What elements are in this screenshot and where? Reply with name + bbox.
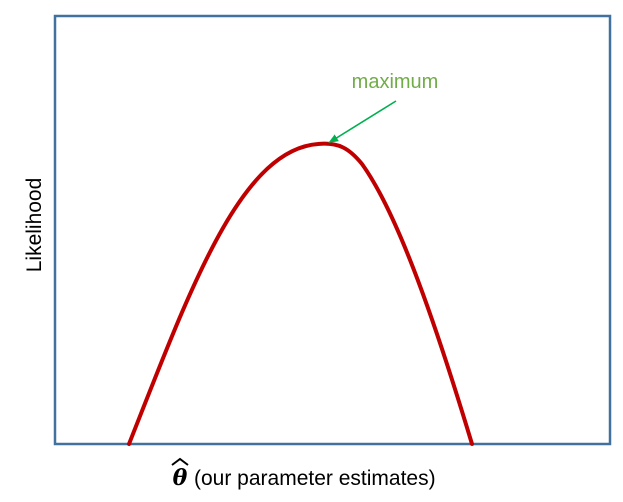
- plot-frame: [53, 14, 612, 446]
- maximum-label: maximum: [352, 71, 439, 93]
- theta-hat-symbol: θ: [173, 465, 188, 491]
- x-axis-label-text: (our parameter estimates): [194, 467, 436, 490]
- x-axis-label: θ (our parameter estimates): [171, 457, 436, 491]
- likelihood-curve: [127, 141, 474, 446]
- y-axis-label: Likelihood: [23, 178, 46, 273]
- maximum-arrow: [328, 100, 397, 144]
- hat-icon: [171, 457, 189, 466]
